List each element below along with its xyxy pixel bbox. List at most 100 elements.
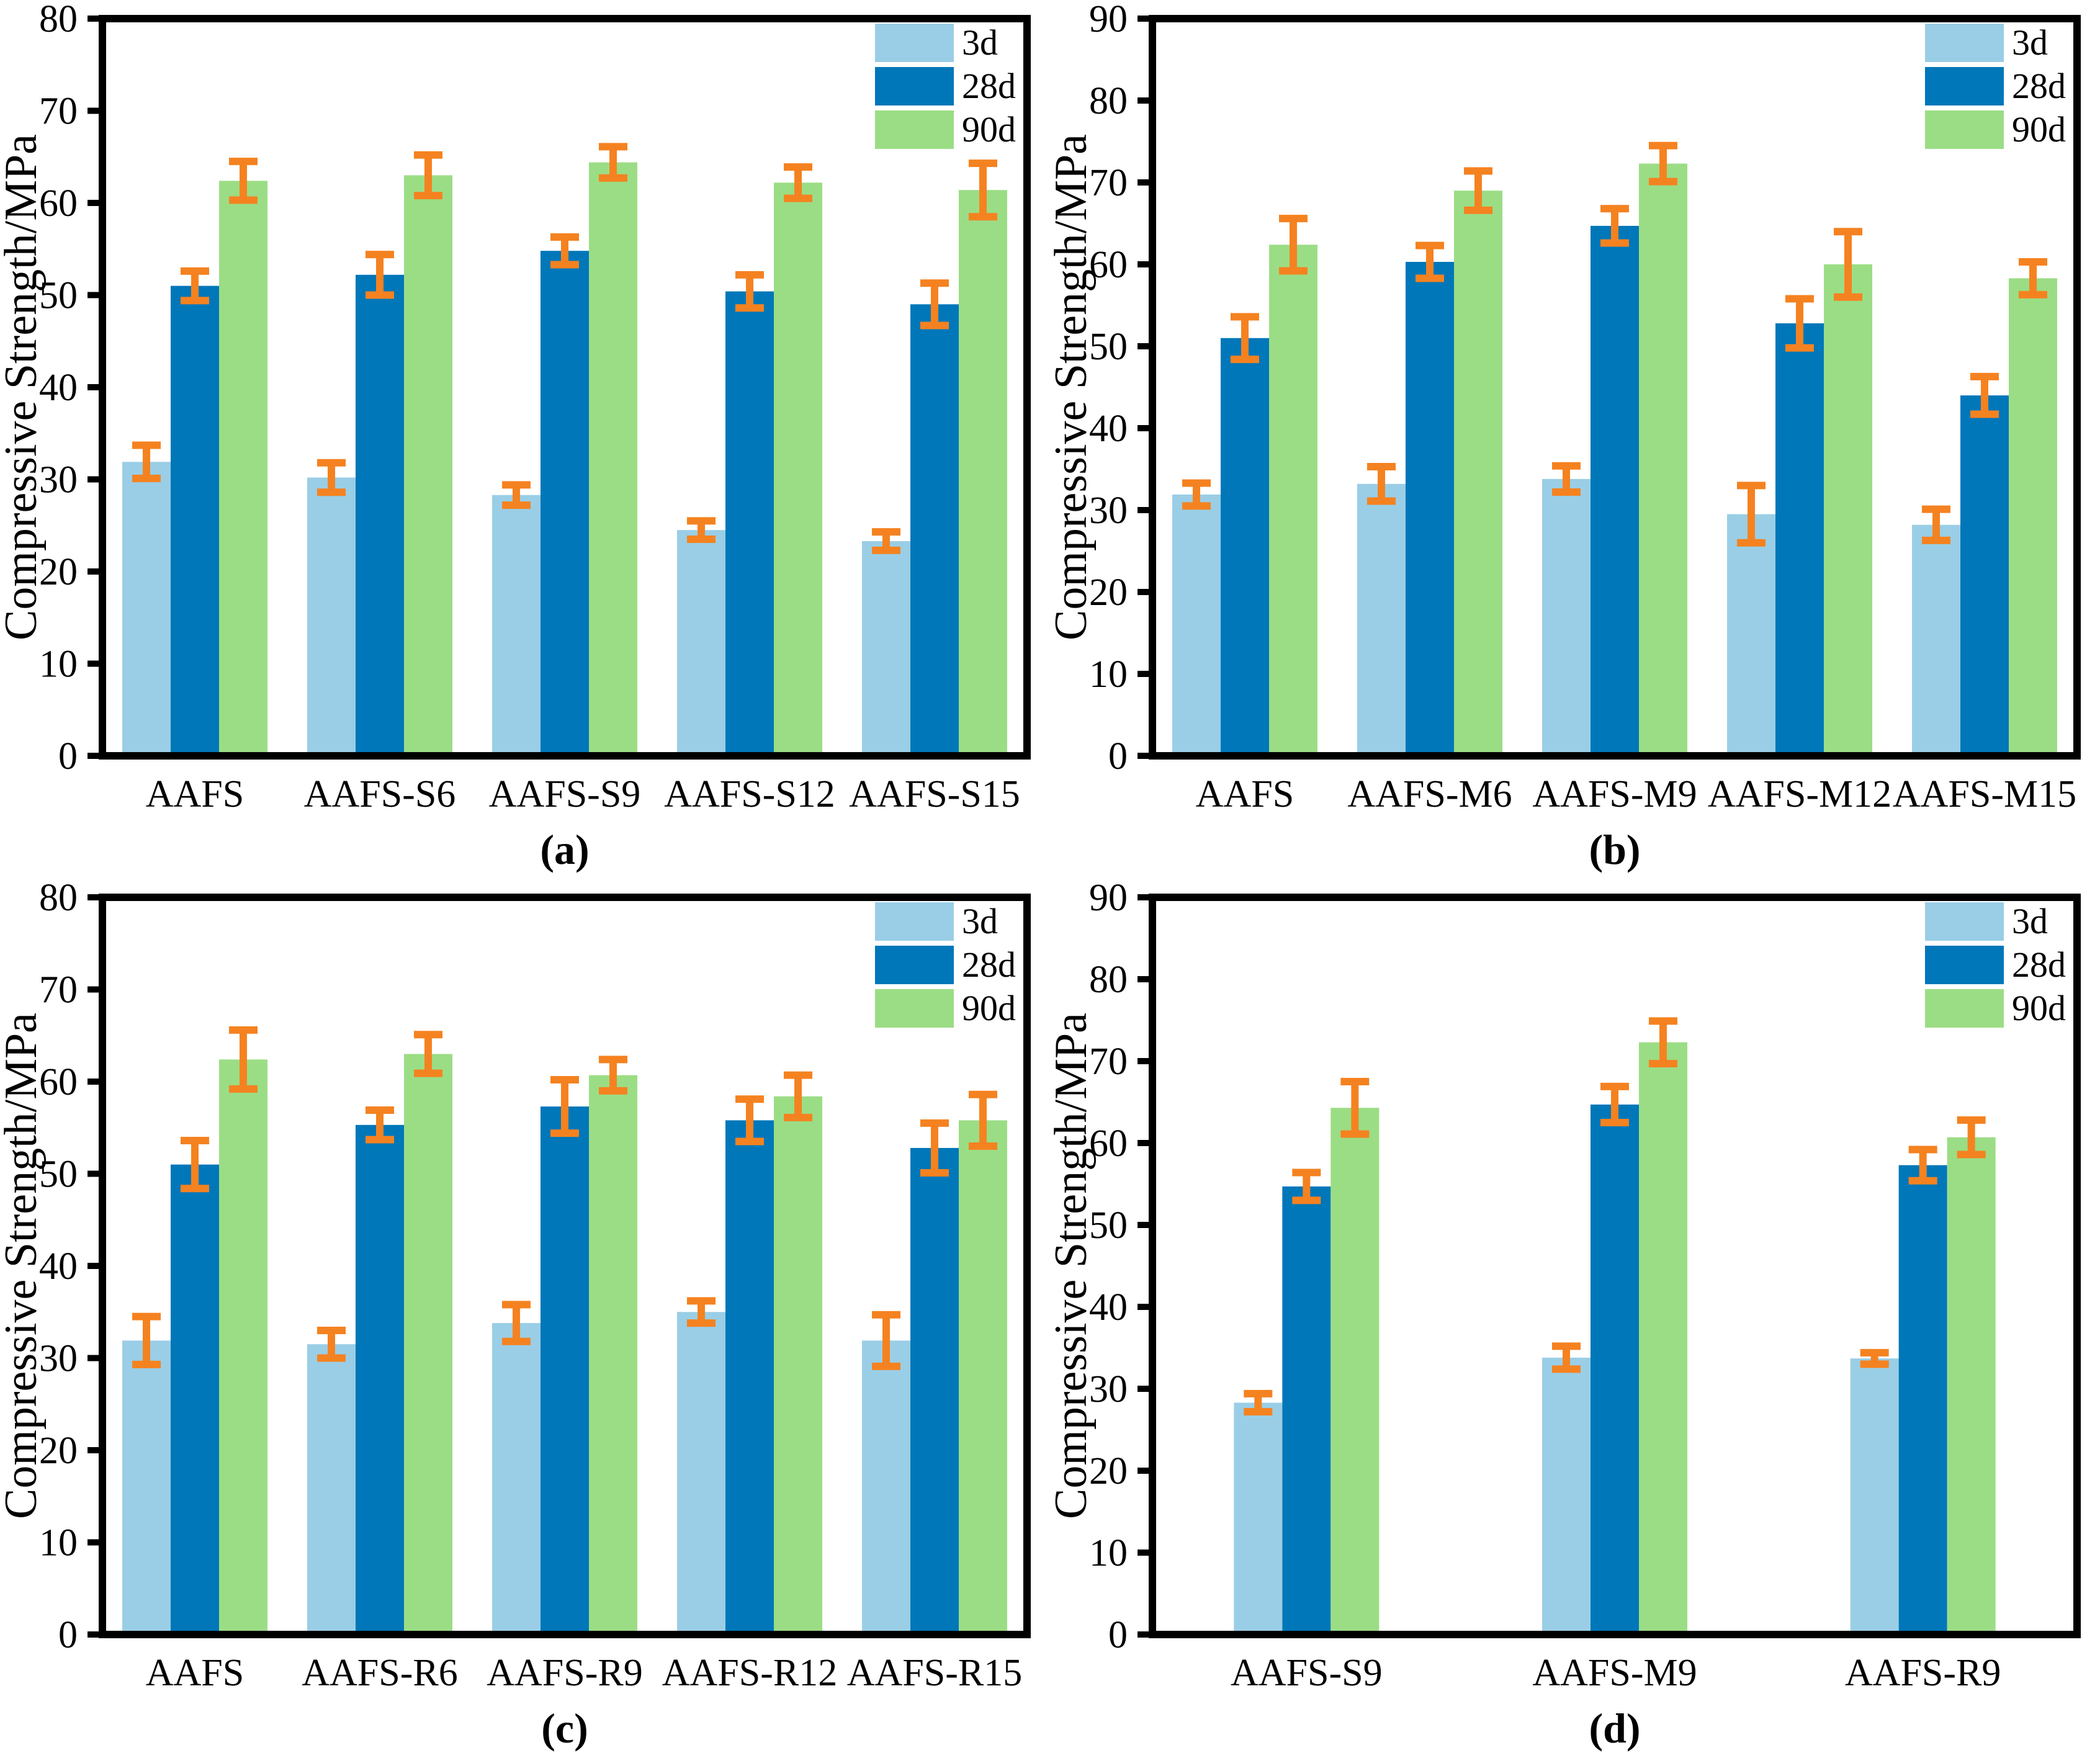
legend-swatch-90d <box>1925 110 2004 149</box>
x-tick-label: AAFS-M9 <box>1532 773 1697 815</box>
legend-label: 28d <box>962 66 1016 106</box>
y-tick-label: 40 <box>39 1245 78 1288</box>
y-tick-label: 80 <box>1089 80 1128 122</box>
y-tick-label: 70 <box>39 969 78 1011</box>
y-tick-label: 20 <box>1089 1450 1128 1492</box>
x-tick-label: AAFS-S9 <box>1231 1652 1383 1694</box>
y-tick-label: 40 <box>1089 408 1128 450</box>
bar-3d-AAFS-M6 <box>1357 483 1406 756</box>
legend-swatch-3d <box>875 24 954 62</box>
bar-28d-AAFS-R9 <box>541 1106 589 1635</box>
panel-caption: (b) <box>1589 826 1640 873</box>
y-tick-label: 0 <box>1108 735 1128 778</box>
bar-90d-AAFS-M6 <box>1454 191 1502 756</box>
bar-90d-AAFS-S15 <box>959 190 1007 756</box>
bar-3d-AAFS-S12 <box>677 530 725 756</box>
x-tick-label: AAFS <box>146 773 245 815</box>
x-tick-label: AAFS-M15 <box>1893 773 2076 815</box>
bar-28d-AAFS <box>171 1164 219 1635</box>
error-bars-group <box>1244 1017 1986 1415</box>
y-tick-label: 80 <box>39 0 78 40</box>
bar-28d-AAFS-S9 <box>541 251 589 756</box>
bar-90d-AAFS-R6 <box>404 1054 452 1635</box>
chart-panel-d: AAFS-S9 AAFS-M9 AAFS-R9 0 10 20 30 40 50 60 70 80 90… <box>1050 879 2100 1757</box>
bar-90d-AAFS <box>219 1059 267 1635</box>
y-tick-label: 0 <box>1108 1614 1128 1656</box>
y-tick-label: 0 <box>58 735 78 778</box>
y-axis-title: Compressive Strength/MPa <box>0 134 47 640</box>
bar-3d-AAFS-M12 <box>1727 514 1775 756</box>
legend-swatch-90d <box>875 989 954 1028</box>
bar-3d-AAFS-S6 <box>307 477 356 756</box>
panel-caption: (d) <box>1589 1705 1640 1752</box>
legend-swatch-28d <box>875 67 954 105</box>
bar-28d-AAFS <box>171 285 219 756</box>
bars-group <box>122 1054 1007 1635</box>
y-tick-label: 40 <box>1089 1286 1128 1329</box>
bar-90d-AAFS-R9 <box>589 1075 637 1635</box>
y-tick-label: 50 <box>39 275 78 317</box>
bar-3d-AAFS <box>122 462 171 756</box>
x-tick-label: AAFS <box>146 1652 245 1694</box>
y-axis-title: Compressive Strength/MPa <box>0 1013 47 1519</box>
bar-3d-AAFS-M15 <box>1912 524 1960 756</box>
legend-swatch-90d <box>1925 989 2004 1028</box>
y-tick-label: 70 <box>1089 1041 1128 1083</box>
bar-3d-AAFS-R9 <box>492 1323 541 1635</box>
chart-c-canvas: AAFS AAFS-R6 AAFS-R9 AAFS-R12 AAFS-R15 0 10 20 3… <box>0 879 1031 1752</box>
chart-a-canvas: AAFS AAFS-S6 AAFS-S9 AAFS-S12 AAFS-S15 0 10 20 3… <box>0 0 1031 873</box>
y-tick-label: 10 <box>1089 1532 1128 1574</box>
bar-90d-AAFS-R15 <box>959 1120 1007 1635</box>
bar-3d-AAFS-R15 <box>862 1340 910 1635</box>
legend-swatch-90d <box>875 110 954 149</box>
y-axis-title: Compressive Strength/MPa <box>1050 134 1097 640</box>
bars-group <box>1172 163 2057 756</box>
y-tick-label: 10 <box>39 1522 78 1564</box>
chart-d-canvas: AAFS-S9 AAFS-M9 AAFS-R9 0 10 20 30 40 50 60 70 80 90… <box>1050 879 2081 1752</box>
y-tick-label: 50 <box>39 1154 78 1196</box>
bar-90d-AAFS-M9 <box>1639 163 1687 756</box>
legend-label: 28d <box>2012 66 2066 106</box>
y-tick-label: 30 <box>39 459 78 501</box>
legend-swatch-3d <box>875 902 954 941</box>
y-tick-label: 10 <box>1089 653 1128 696</box>
bar-90d-AAFS <box>219 181 267 756</box>
y-tick-label: 0 <box>58 1614 78 1656</box>
y-tick-label: 10 <box>39 644 78 686</box>
y-tick-label: 60 <box>1089 244 1128 286</box>
x-tick-label: AAFS-M12 <box>1708 773 1891 815</box>
x-tick-label: AAFS-S6 <box>304 773 456 815</box>
y-tick-label: 60 <box>39 1061 78 1103</box>
y-tick-label: 70 <box>1089 162 1128 204</box>
legend-label: 28d <box>962 944 1016 985</box>
legend-label: 3d <box>2012 901 2048 941</box>
y-tick-label: 60 <box>1089 1123 1128 1165</box>
y-tick-label: 60 <box>39 182 78 225</box>
bar-28d-AAFS-M6 <box>1406 262 1454 756</box>
bar-28d-AAFS <box>1221 338 1269 756</box>
legend-label: 90d <box>962 988 1016 1028</box>
bar-28d-AAFS-M9 <box>1591 1104 1639 1635</box>
plot-frame <box>99 894 1031 1638</box>
x-tick-label: AAFS-R12 <box>662 1652 838 1694</box>
y-tick-label: 90 <box>1089 0 1128 40</box>
bar-28d-AAFS-R6 <box>356 1124 404 1635</box>
bar-28d-AAFS-M12 <box>1775 323 1824 756</box>
chart-b-canvas: AAFS AAFS-M6 AAFS-M9 AAFS-M12 AAFS-M15 0 10 20 3… <box>1050 0 2081 873</box>
y-tick-label: 90 <box>1089 879 1128 919</box>
y-tick-label: 80 <box>39 879 78 919</box>
bar-28d-AAFS-M15 <box>1960 395 2009 756</box>
x-tick-label: AAFS-M6 <box>1347 773 1512 815</box>
y-tick-label: 30 <box>39 1338 78 1380</box>
y-axis-title: Compressive Strength/MPa <box>1050 1013 1097 1519</box>
error-bars-group <box>132 143 997 554</box>
bar-3d-AAFS <box>1172 494 1221 756</box>
legend-swatch-28d <box>875 946 954 984</box>
legend-label: 3d <box>2012 22 2048 63</box>
y-tick-label: 20 <box>39 551 78 593</box>
plot-frame <box>1149 15 2081 760</box>
bar-90d-AAFS-S6 <box>404 175 452 756</box>
bars-group <box>1234 1042 1996 1635</box>
